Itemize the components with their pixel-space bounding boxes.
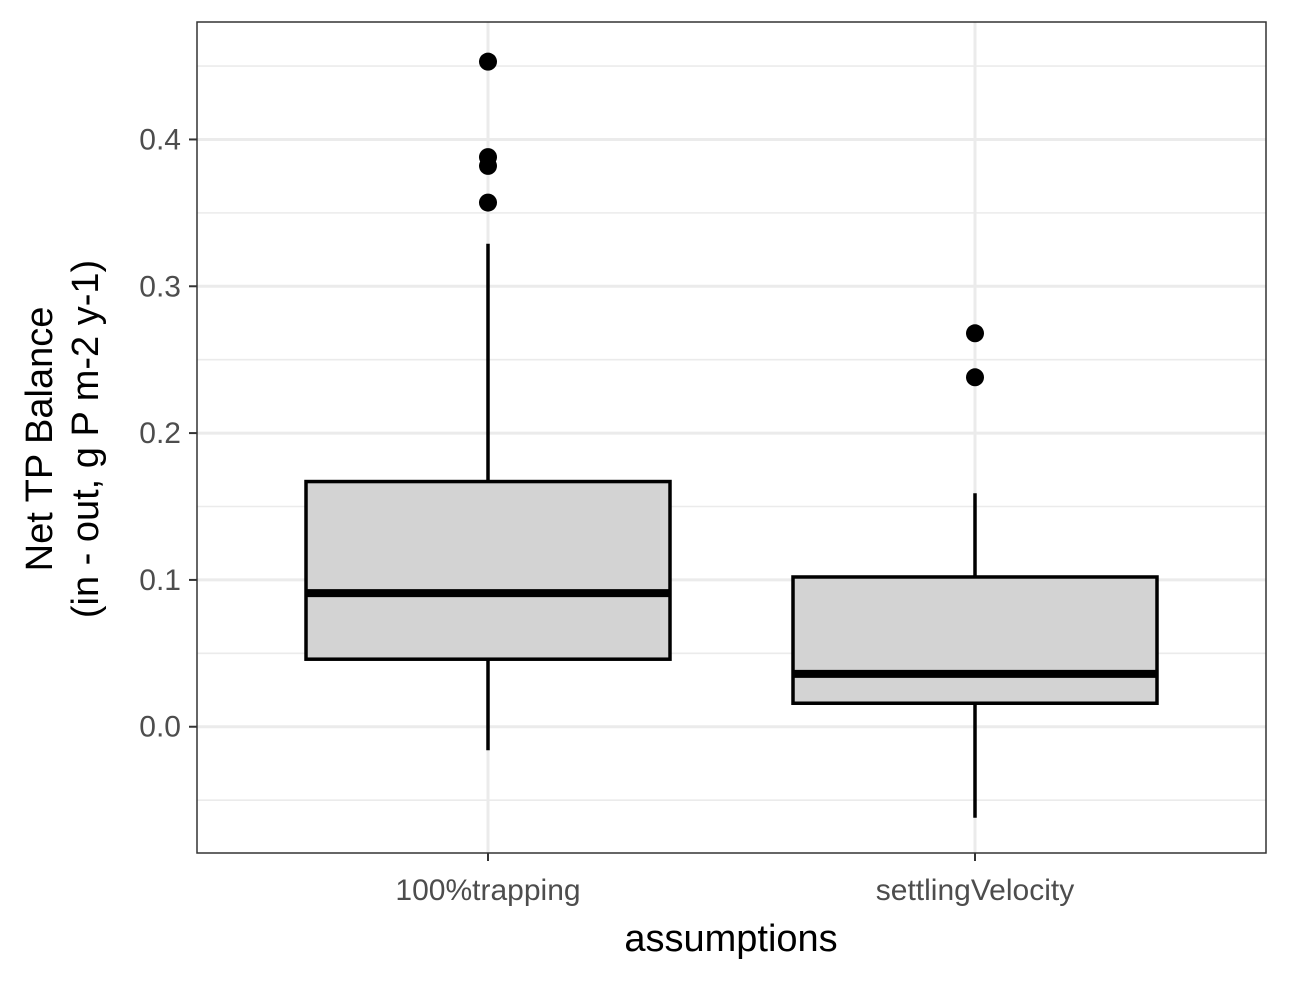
y-axis-title-line1: Net TP Balance (19, 307, 61, 572)
y-tick-label: 0.2 (139, 417, 181, 450)
outlier-point (479, 193, 497, 212)
y-tick-label: 0.3 (139, 270, 181, 303)
y-tick-label: 0.1 (139, 564, 181, 597)
outlier-point (966, 368, 984, 387)
y-tick-label: 0.4 (139, 123, 181, 156)
y-tick-label: 0.0 (139, 711, 181, 744)
iqr-box (791, 575, 1159, 705)
x-axis-title: assumptions (624, 918, 837, 960)
box-layer (304, 52, 1159, 818)
x-tick-label: 100%trapping (395, 874, 580, 907)
outlier-point (479, 156, 497, 175)
y-axis-title-line2: (in - out, g P m-2 y-1) (65, 260, 107, 618)
grid-layer (197, 22, 1266, 853)
iqr-box (304, 479, 672, 661)
outlier-point (479, 52, 497, 71)
box-group-settlingVelocity (791, 324, 1159, 818)
outlier-point (966, 324, 984, 343)
panel-background (197, 22, 1266, 853)
box-group-100%trapping (304, 52, 672, 751)
x-tick-label: settlingVelocity (876, 874, 1074, 907)
axis-layer: 0.0 0.1 0.2 0.3 0.4 100%trapping settlingVeloc… (139, 123, 1074, 907)
panel-border (196, 21, 1267, 854)
